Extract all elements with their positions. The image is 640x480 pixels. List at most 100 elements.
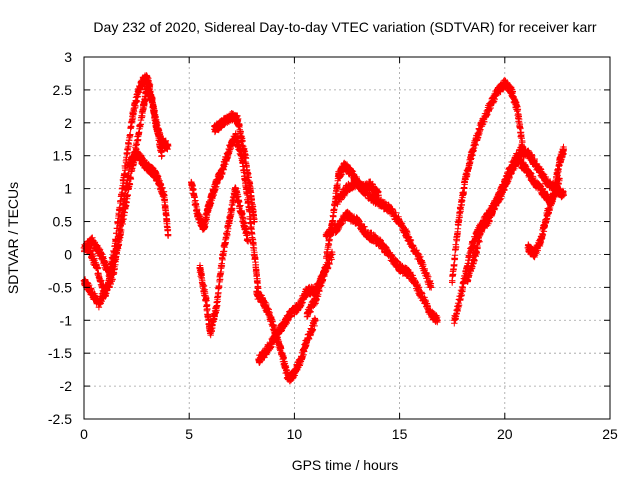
data-point <box>514 155 521 163</box>
data-point <box>265 310 273 317</box>
data-point <box>472 251 479 258</box>
data-point <box>303 287 311 294</box>
data-point <box>366 182 374 189</box>
data-point <box>537 238 544 245</box>
data-point <box>97 251 105 258</box>
data-point <box>95 300 102 308</box>
data-points <box>80 72 567 385</box>
data-point <box>219 251 227 258</box>
data-point <box>396 218 403 225</box>
y-tick-label: 0.5 <box>53 214 73 230</box>
data-point <box>518 145 525 153</box>
y-tick-label: 3 <box>64 49 72 65</box>
data-point <box>244 238 252 245</box>
y-tick-label: -0.5 <box>48 279 72 295</box>
data-point <box>188 178 195 186</box>
data-point <box>343 211 351 219</box>
y-tick-label: 2 <box>64 115 72 131</box>
x-tick-label: 10 <box>287 426 303 442</box>
series-arc-2 <box>85 146 172 300</box>
data-point <box>219 119 227 127</box>
series-arc-10 <box>322 208 441 326</box>
data-point <box>101 290 109 298</box>
data-point <box>417 257 424 265</box>
data-point <box>154 175 161 182</box>
data-point <box>560 192 567 199</box>
data-point <box>480 218 487 225</box>
data-point <box>549 192 557 199</box>
data-point <box>160 192 168 199</box>
data-point <box>505 172 513 179</box>
data-point <box>141 73 149 80</box>
data-point <box>150 168 157 176</box>
data-point <box>234 116 241 123</box>
series-arc-12 <box>449 76 527 286</box>
data-point <box>514 106 521 113</box>
data-point <box>364 231 372 238</box>
data-point <box>207 330 214 337</box>
data-point <box>497 192 504 199</box>
data-point <box>93 264 100 271</box>
data-point <box>312 317 319 324</box>
data-point <box>531 178 538 186</box>
data-point <box>427 310 435 317</box>
point-markers <box>333 175 435 291</box>
data-point <box>158 152 166 159</box>
data-point <box>295 303 302 311</box>
data-point <box>122 198 130 205</box>
data-point <box>364 192 372 199</box>
data-point <box>484 106 492 113</box>
data-point <box>255 356 262 363</box>
data-point <box>531 251 538 258</box>
data-point <box>139 159 147 166</box>
data-point <box>461 178 469 186</box>
data-point <box>87 287 94 294</box>
y-tick-label: -2.5 <box>48 411 72 427</box>
data-point <box>253 290 260 298</box>
data-point <box>238 211 245 219</box>
x-tick-label: 15 <box>392 426 408 442</box>
data-point <box>343 185 351 192</box>
data-point <box>143 83 151 90</box>
data-point <box>333 224 340 232</box>
data-point <box>488 205 496 212</box>
data-point <box>251 251 258 258</box>
y-tick-label: -1.5 <box>48 345 72 361</box>
data-point <box>204 205 212 212</box>
axis-ticks <box>83 56 611 420</box>
data-point <box>225 218 233 225</box>
data-point <box>270 336 277 344</box>
data-point <box>539 188 546 196</box>
data-point <box>154 126 161 133</box>
series-arc-5 <box>196 184 252 339</box>
data-point <box>89 238 96 245</box>
data-point <box>341 162 349 169</box>
data-point <box>501 80 508 87</box>
data-point <box>213 178 220 186</box>
data-point <box>333 198 340 205</box>
data-point <box>543 178 551 186</box>
data-point <box>213 303 220 311</box>
grid-lines <box>84 57 610 419</box>
data-point <box>467 152 475 159</box>
data-point <box>427 284 435 291</box>
data-point <box>148 93 155 100</box>
data-point <box>164 142 172 150</box>
data-point <box>493 90 500 97</box>
data-point <box>261 349 269 357</box>
y-axis-title: SDTVAR / TECUs <box>5 182 21 294</box>
data-point <box>543 211 551 219</box>
data-point <box>251 218 258 225</box>
data-point <box>322 231 330 238</box>
x-axis-title: GPS time / hours <box>292 457 399 473</box>
data-point <box>284 376 292 383</box>
data-point <box>449 277 456 284</box>
data-point <box>232 185 239 192</box>
data-point <box>200 224 208 232</box>
point-markers <box>196 184 252 339</box>
data-point <box>196 264 203 271</box>
data-point <box>350 172 357 179</box>
data-point <box>114 244 121 252</box>
plot-frame <box>83 56 611 420</box>
